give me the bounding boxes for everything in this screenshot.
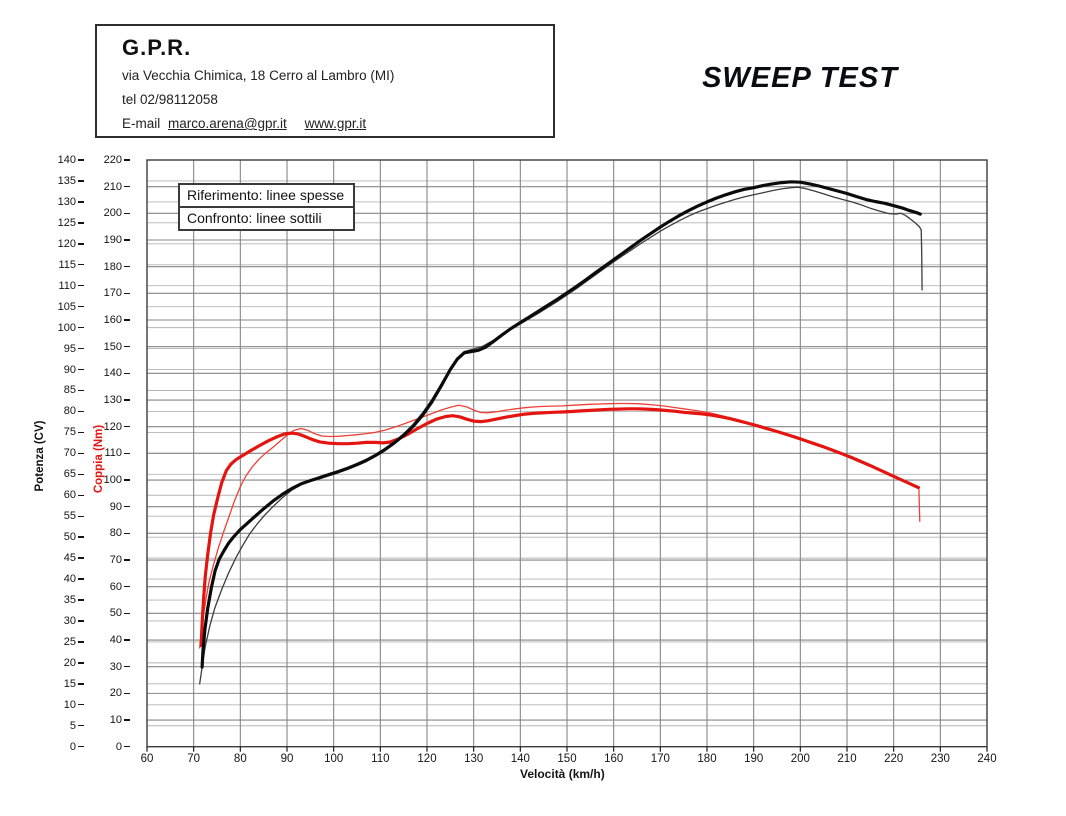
speed-tick-label: 160 [604,752,624,765]
speed-axis-title: Velocità (km/h) [520,767,605,781]
power-tick-label: 60 [30,488,84,502]
torque-tick-label: 200 [76,206,130,220]
curve-torque-riferimento [199,407,920,647]
torque-tick-label: 90 [76,500,130,514]
email-link[interactable]: marco.arena@gpr.it [168,116,287,131]
torque-tick-label: 0 [76,740,130,754]
power-tick-label: 5 [30,719,84,733]
speed-tick-label: 120 [417,752,437,765]
curve-power-riferimento [200,180,922,669]
torque-tick-label: 60 [76,580,130,594]
power-tick-label: 50 [30,530,84,544]
power-tick-label: 95 [30,342,84,356]
power-tick-label: 65 [30,467,84,481]
speed-tick-label: 130 [464,752,484,765]
power-tick-label: 70 [30,446,84,460]
power-tick-label: 140 [30,153,84,167]
company-phone: tel 02/98112058 [122,92,218,107]
power-tick-label: 85 [30,383,84,397]
speed-tick-label: 70 [187,752,201,765]
email-label: E-mail [122,116,161,131]
torque-tick-label: 170 [76,286,130,300]
speed-tick-label: 60 [140,752,154,765]
legend-reference: Riferimento: linee spesse [180,185,354,206]
torque-tick-label: 140 [76,366,130,380]
company-address: via Vecchia Chimica, 18 Cerro al Lambro … [122,68,395,83]
power-axis-title: Potenza (CV) [34,420,46,492]
power-tick-label: 10 [30,698,84,712]
torque-tick-label: 160 [76,313,130,327]
torque-tick-label: 150 [76,340,130,354]
legend-comparison: Confronto: linee sottili [180,206,354,229]
speed-tick-label: 150 [557,752,577,765]
power-tick-label: 110 [30,279,84,293]
chart-legend: Riferimento: linee spesse Confronto: lin… [178,183,356,231]
company-header-box: G.P.R. via Vecchia Chimica, 18 Cerro al … [95,24,555,138]
power-tick-label: 90 [30,363,84,377]
speed-tick-label: 200 [790,752,810,765]
power-tick-label: 105 [30,300,84,314]
torque-tick-label: 110 [76,446,130,460]
speed-tick-label: 140 [510,752,530,765]
curve-power-confronto [199,186,923,685]
speed-tick-label: 230 [930,752,950,765]
torque-tick-label: 210 [76,180,130,194]
speed-tick-label: 80 [233,752,247,765]
speed-tick-label: 210 [837,752,857,765]
power-tick-label: 30 [30,614,84,628]
torque-tick-label: 180 [76,260,130,274]
power-tick-label: 75 [30,425,84,439]
torque-tick-label: 30 [76,660,130,674]
power-tick-label: 115 [30,258,84,272]
torque-tick-label: 50 [76,606,130,620]
website-link[interactable]: www.gpr.it [304,116,367,131]
page-title: SWEEP TEST [702,62,898,94]
power-tick-label: 135 [30,174,84,188]
company-name: G.P.R. [122,35,192,60]
torque-tick-label: 20 [76,686,130,700]
power-tick-label: 25 [30,635,84,649]
torque-tick-label: 190 [76,233,130,247]
torque-tick-label: 120 [76,420,130,434]
speed-tick-label: 100 [324,752,344,765]
power-tick-label: 55 [30,509,84,523]
power-tick-label: 100 [30,321,84,335]
torque-tick-label: 70 [76,553,130,567]
torque-tick-label: 10 [76,713,130,727]
power-tick-label: 125 [30,216,84,230]
torque-tick-label: 100 [76,473,130,487]
curve-torque-confronto [199,402,921,649]
speed-tick-label: 180 [697,752,717,765]
speed-tick-label: 220 [884,752,904,765]
speed-tick-label: 170 [650,752,670,765]
power-tick-label: 130 [30,195,84,209]
power-tick-label: 15 [30,677,84,691]
torque-tick-label: 40 [76,633,130,647]
power-tick-label: 20 [30,656,84,670]
speed-tick-label: 110 [371,752,390,765]
power-tick-label: 120 [30,237,84,251]
power-tick-label: 80 [30,404,84,418]
torque-tick-label: 80 [76,526,130,540]
speed-tick-label: 90 [280,752,294,765]
power-tick-label: 0 [30,740,84,754]
speed-tick-label: 190 [744,752,764,765]
torque-tick-label: 220 [76,153,130,167]
speed-tick-label: 240 [977,752,997,765]
torque-axis-title: Coppia (Nm) [93,424,105,494]
torque-tick-label: 130 [76,393,130,407]
power-tick-label: 45 [30,551,84,565]
company-contact-line: E-mail marco.arena@gpr.it www.gpr.it [122,116,380,131]
power-tick-label: 40 [30,572,84,586]
power-tick-label: 35 [30,593,84,607]
